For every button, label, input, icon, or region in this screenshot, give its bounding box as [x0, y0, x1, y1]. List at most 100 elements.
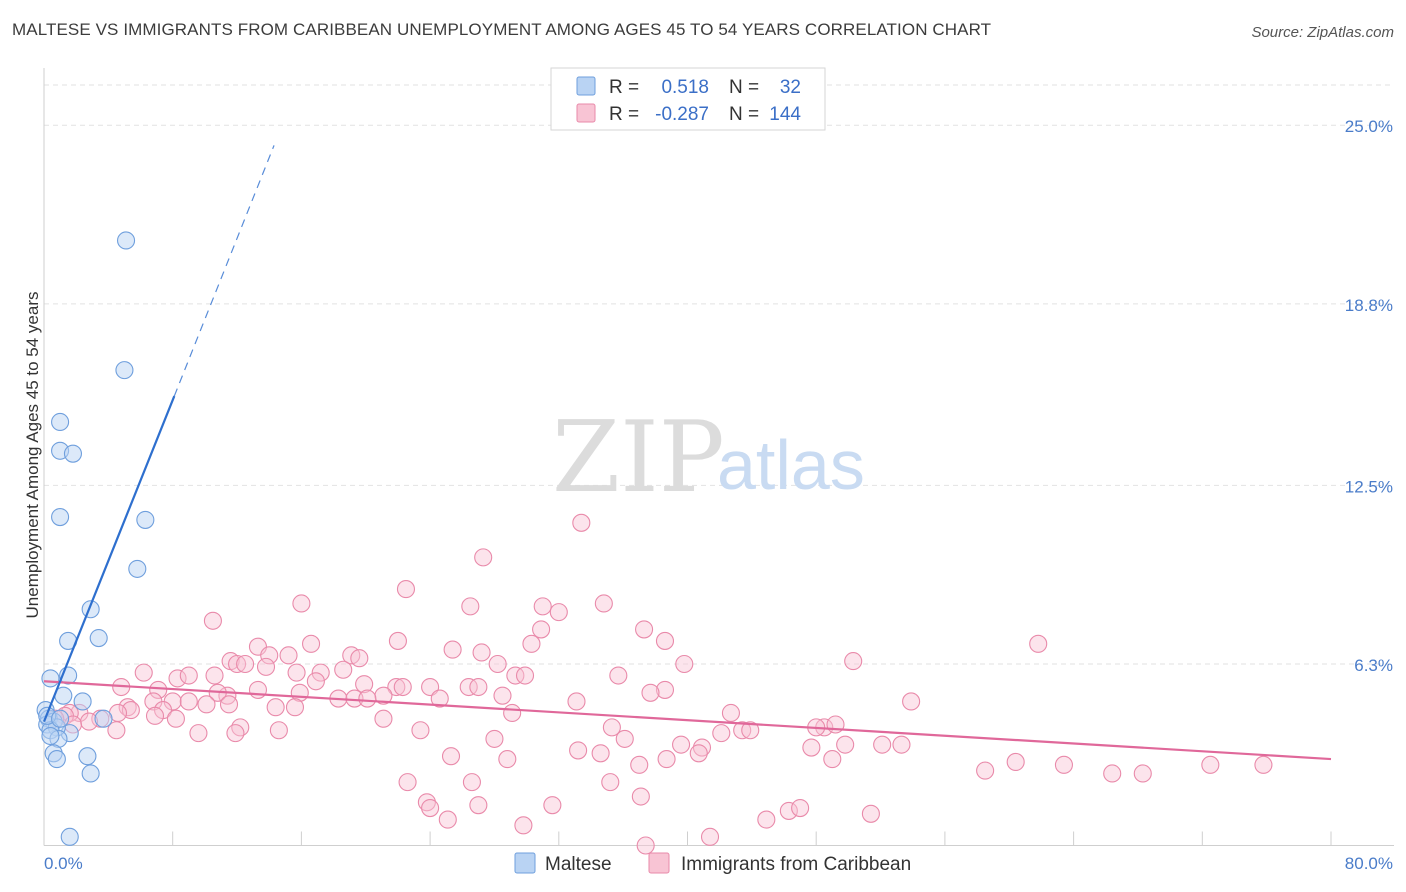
legend-swatch-caribbean	[648, 852, 670, 874]
caribbean-point	[657, 750, 676, 769]
caribbean-point	[712, 724, 731, 743]
caribbean-point	[692, 738, 712, 757]
stats-r-value-maltese: 0.518	[661, 77, 709, 98]
caribbean-point	[149, 680, 168, 699]
caribbean-point	[166, 709, 185, 728]
caribbean-point	[421, 798, 440, 818]
caribbean-point	[873, 735, 892, 754]
maltese-point	[51, 508, 70, 527]
caribbean-point	[493, 686, 512, 705]
caribbean-point	[672, 735, 691, 754]
trend-lines	[42, 145, 1332, 761]
caribbean-point	[459, 677, 478, 697]
caribbean-point	[1029, 634, 1048, 653]
series-maltese-points	[36, 231, 155, 846]
caribbean-point	[388, 631, 407, 650]
stats-box: R = 0.518 N = 32 R = -0.287 N = 144	[550, 67, 826, 131]
caribbean-point	[421, 677, 440, 697]
caribbean-point	[615, 729, 634, 748]
caribbean-point	[256, 657, 276, 676]
caribbean-point	[179, 666, 198, 685]
caribbean-point	[292, 594, 311, 613]
maltese-point	[116, 231, 136, 250]
maltese-point	[47, 750, 66, 769]
caribbean-point	[655, 680, 675, 699]
caribbean-point	[572, 513, 591, 532]
maltese-point	[89, 629, 108, 648]
caribbean-point	[266, 698, 285, 717]
caribbean-point	[203, 611, 222, 630]
y-tick-labels: 6.3% 12.5% 18.8% 25.0%	[1345, 117, 1393, 675]
caribbean-point	[892, 735, 911, 754]
caribbean-point	[635, 620, 654, 639]
caribbean-point	[461, 597, 480, 616]
caribbean-point	[601, 773, 620, 792]
caribbean-point	[134, 663, 153, 682]
caribbean-point	[417, 793, 436, 812]
caribbean-point	[287, 663, 306, 682]
caribbean-point	[441, 747, 461, 766]
maltese-point	[81, 764, 100, 783]
caribbean-point	[189, 724, 208, 743]
y-axis-label: Unemployment Among Ages 45 to 54 years	[23, 292, 42, 619]
stats-box-frame	[550, 67, 826, 131]
maltese-trend-line	[42, 395, 176, 723]
caribbean-point	[802, 738, 821, 757]
caribbean-point	[631, 787, 650, 806]
caribbean-point	[591, 744, 610, 763]
caribbean-point	[488, 654, 507, 674]
caribbean-point	[168, 669, 187, 688]
caribbean-point	[823, 750, 842, 769]
stats-swatch-maltese	[576, 76, 596, 96]
legend-label-maltese: Maltese	[545, 854, 612, 875]
caribbean-point	[700, 827, 720, 846]
caribbean-point	[396, 580, 416, 599]
caribbean-point	[721, 703, 740, 723]
caribbean-point	[844, 652, 863, 671]
stats-swatch-caribbean	[576, 103, 596, 123]
legend-label-caribbean: Immigrants from Caribbean	[681, 854, 911, 875]
watermark-zip: ZIP	[552, 401, 725, 515]
caribbean-point	[306, 672, 325, 691]
caribbean-point	[205, 666, 224, 685]
caribbean-point	[1254, 755, 1273, 774]
caribbean-point	[569, 741, 588, 760]
caribbean-point	[387, 677, 406, 697]
caribbean-point	[522, 634, 541, 653]
caribbean-point	[902, 692, 921, 711]
caribbean-point	[1103, 764, 1122, 783]
caribbean-point	[443, 640, 462, 659]
maltese-point	[41, 726, 60, 746]
watermark: ZIP atlas	[552, 401, 865, 515]
caribbean-point	[469, 677, 488, 697]
chart-title: MALTESE VS IMMIGRANTS FROM CARIBBEAN UNE…	[12, 20, 992, 39]
maltese-point	[63, 444, 83, 463]
caribbean-point	[260, 646, 279, 665]
caribbean-point	[533, 597, 552, 616]
caribbean-point	[107, 721, 126, 740]
caribbean-point	[1006, 752, 1025, 771]
caribbean-point	[498, 750, 517, 769]
caribbean-point	[469, 796, 488, 815]
caribbean-point	[549, 603, 568, 622]
grid-lines	[44, 84, 1394, 665]
caribbean-point	[231, 718, 250, 737]
caribbean-point	[393, 677, 412, 697]
y-tick-label: 6.3%	[1354, 656, 1393, 675]
caribbean-point	[485, 729, 504, 748]
caribbean-point	[602, 718, 621, 737]
caribbean-point	[355, 675, 374, 694]
x-tick-label-max: 80.0%	[1345, 854, 1393, 873]
caribbean-point	[358, 689, 377, 708]
caribbean-trend-line	[43, 680, 1332, 761]
caribbean-point	[226, 724, 245, 743]
caribbean-point	[1201, 755, 1220, 774]
source-label: Source: ZipAtlas.com	[1251, 24, 1394, 41]
stats-r-label-maltese: R =	[609, 77, 639, 98]
caribbean-point	[741, 721, 760, 740]
caribbean-point	[791, 798, 810, 818]
caribbean-point	[462, 773, 481, 792]
caribbean-point	[976, 761, 995, 780]
maltese-point	[73, 692, 92, 711]
caribbean-point	[503, 703, 522, 723]
